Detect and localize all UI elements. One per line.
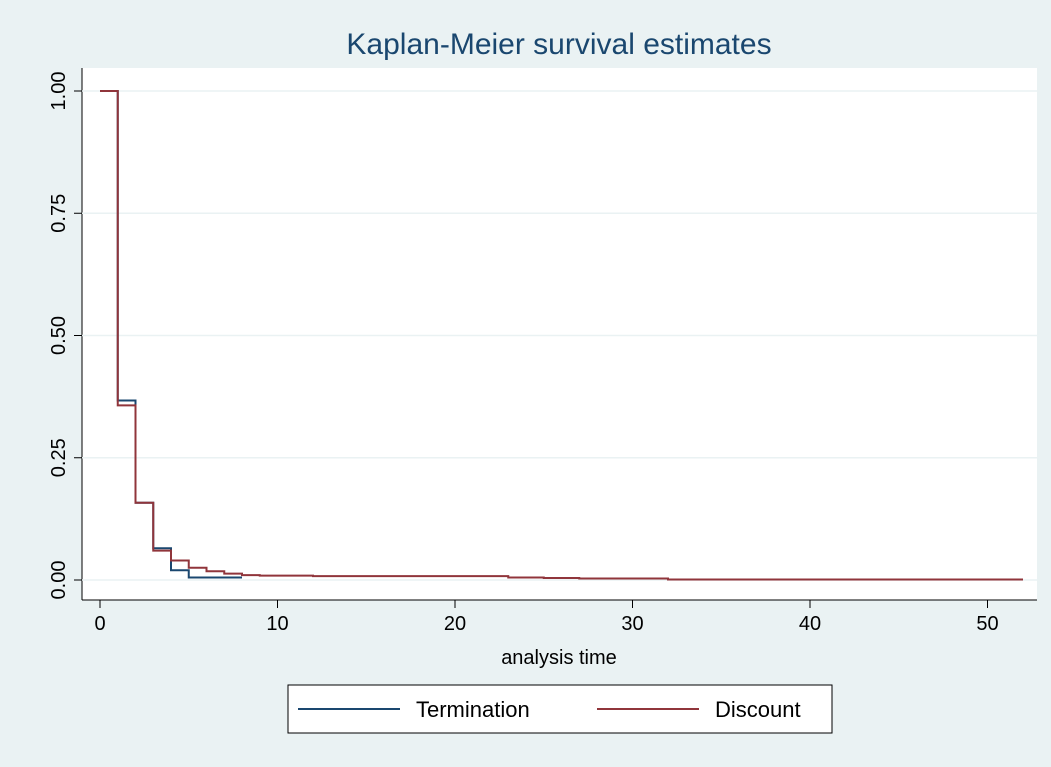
y-tick-label: 0.50 <box>48 316 70 355</box>
y-tick-label: 0.75 <box>48 194 70 233</box>
survival-line <box>100 90 1023 581</box>
x-tick-label: 50 <box>976 613 998 635</box>
plot-area <box>82 68 1037 600</box>
y-tick-label: 1.00 <box>48 72 70 111</box>
x-tick-label: 10 <box>266 613 288 635</box>
chart-title: Kaplan-Meier survival estimates <box>346 28 771 61</box>
y-tick-label: 0.00 <box>48 561 70 600</box>
y-tick-label: 0.25 <box>48 438 70 477</box>
x-tick-label: 0 <box>94 613 105 635</box>
x-tick-label: 40 <box>799 613 821 635</box>
legend-label: Termination <box>416 697 530 722</box>
x-axis-label: analysis time <box>501 647 617 669</box>
x-tick-label: 20 <box>444 613 466 635</box>
x-tick-label: 30 <box>621 613 643 635</box>
legend-label: Discount <box>715 697 801 722</box>
